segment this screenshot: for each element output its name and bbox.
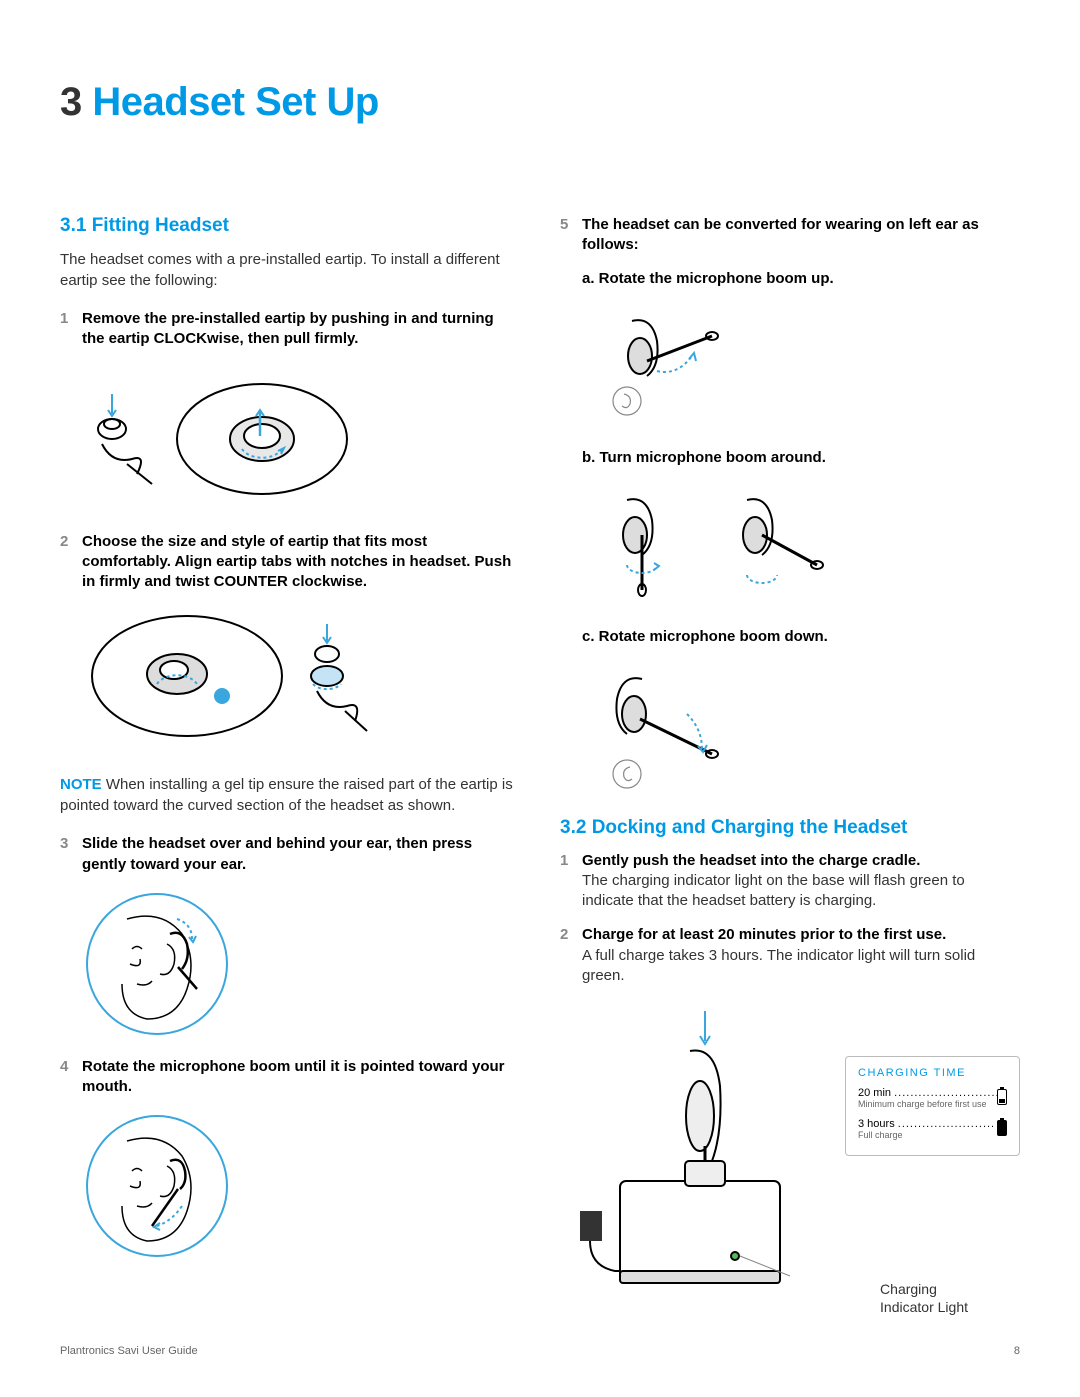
charge-row-sub: Minimum charge before first use [858, 1099, 1007, 1110]
dots-leader: ........................ [898, 1118, 995, 1130]
step-reg: The charging indicator light on the base… [582, 872, 965, 909]
step-text: Remove the pre-installed eartip by pushi… [82, 309, 520, 350]
chapter-number: 3 [60, 80, 82, 124]
figure-docking: CHARGING TIME 20 min ...................… [560, 1006, 1020, 1336]
figure-wear-ear [82, 889, 520, 1039]
note-label: NOTE [60, 776, 102, 793]
charge-row-sub: Full charge [858, 1130, 1007, 1141]
section-3-1-heading: 3.1 Fitting Headset [60, 215, 520, 237]
dock-label-line2: Indicator Light [880, 1299, 968, 1315]
step-num: 2 [60, 532, 82, 593]
chapter-title-text: Headset Set Up [92, 80, 378, 124]
footer-left: Plantronics Savi User Guide [60, 1345, 198, 1357]
note-text: When installing a gel tip ensure the rai… [60, 776, 513, 814]
left-column: 3.1 Fitting Headset The headset comes wi… [60, 215, 520, 1336]
step-reg: A full charge takes 3 hours. The indicat… [582, 947, 975, 984]
substep-b: b. Turn microphone boom around. [582, 449, 1020, 466]
dock-step-2: 2 Charge for at least 20 minutes prior t… [560, 925, 1020, 986]
footer-page-number: 8 [1014, 1345, 1020, 1357]
right-column: 5 The headset can be converted for weari… [560, 215, 1020, 1336]
charge-row-label: 20 min [858, 1087, 891, 1099]
step-body: Charge for at least 20 minutes prior to … [582, 925, 1020, 986]
step-text: Rotate the microphone boom until it is p… [82, 1057, 520, 1098]
note: NOTE When installing a gel tip ensure th… [60, 774, 520, 816]
substep-a: a. Rotate the microphone boom up. [582, 270, 1020, 287]
page-title: 3 Headset Set Up [60, 80, 1020, 125]
figure-boom-up [582, 301, 1020, 431]
step-num: 5 [560, 215, 582, 256]
step-bold: Charge for at least 20 minutes prior to … [582, 926, 946, 943]
step-5: 5 The headset can be converted for weari… [560, 215, 1020, 256]
section-3-1-intro: The headset comes with a pre-installed e… [60, 249, 520, 291]
charging-time-title: CHARGING TIME [858, 1067, 1007, 1079]
substep-c: c. Rotate microphone boom down. [582, 628, 1020, 645]
dots-leader: .......................... [894, 1087, 999, 1099]
charge-row-2: 3 hours ........................ Full ch… [858, 1118, 1007, 1141]
page-footer: Plantronics Savi User Guide 8 [60, 1345, 1020, 1357]
charge-row-1: 20 min .......................... Minimu… [858, 1087, 1007, 1110]
step-text: Choose the size and style of eartip that… [82, 532, 520, 593]
figure-boom-around [582, 480, 1020, 610]
battery-full-icon [997, 1120, 1007, 1136]
step-num: 2 [560, 925, 582, 986]
figure-eartip-remove [82, 364, 520, 514]
step-num: 1 [60, 309, 82, 350]
battery-low-icon [997, 1089, 1007, 1105]
step-4: 4 Rotate the microphone boom until it is… [60, 1057, 520, 1098]
dock-label-line1: Charging [880, 1281, 937, 1297]
figure-boom-down [582, 659, 1020, 799]
figure-rotate-boom [82, 1111, 520, 1261]
charging-indicator-label: Charging Indicator Light [880, 1280, 968, 1316]
dock-step-1: 1 Gently push the headset into the charg… [560, 851, 1020, 912]
charge-row-label: 3 hours [858, 1118, 895, 1130]
content-columns: 3.1 Fitting Headset The headset comes wi… [60, 215, 1020, 1336]
step-text: The headset can be converted for wearing… [582, 215, 1020, 256]
step-3: 3 Slide the headset over and behind your… [60, 834, 520, 875]
charging-time-box: CHARGING TIME 20 min ...................… [845, 1056, 1020, 1156]
step-2: 2 Choose the size and style of eartip th… [60, 532, 520, 593]
step-num: 3 [60, 834, 82, 875]
section-3-2-heading: 3.2 Docking and Charging the Headset [560, 817, 1020, 839]
step-1: 1 Remove the pre-installed eartip by pus… [60, 309, 520, 350]
step-num: 1 [560, 851, 582, 912]
step-body: Gently push the headset into the charge … [582, 851, 1020, 912]
step-text: Slide the headset over and behind your e… [82, 834, 520, 875]
step-bold: Gently push the headset into the charge … [582, 852, 920, 869]
figure-eartip-install [82, 606, 520, 756]
step-num: 4 [60, 1057, 82, 1098]
